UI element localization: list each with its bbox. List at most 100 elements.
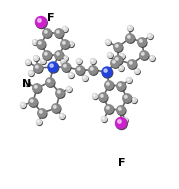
Circle shape <box>62 56 67 60</box>
Circle shape <box>134 68 139 74</box>
Circle shape <box>135 69 140 74</box>
Circle shape <box>43 29 51 37</box>
Circle shape <box>26 60 28 62</box>
Circle shape <box>129 61 132 64</box>
Circle shape <box>56 89 64 97</box>
Circle shape <box>43 51 51 59</box>
Circle shape <box>78 60 79 61</box>
Circle shape <box>42 60 43 61</box>
Circle shape <box>30 71 31 73</box>
Circle shape <box>77 59 82 64</box>
Circle shape <box>117 107 126 115</box>
Circle shape <box>150 56 155 61</box>
Circle shape <box>57 30 59 33</box>
Circle shape <box>132 98 137 102</box>
Circle shape <box>147 33 153 39</box>
Circle shape <box>69 73 74 78</box>
Circle shape <box>55 30 64 38</box>
Circle shape <box>21 102 25 108</box>
Circle shape <box>127 36 130 38</box>
Circle shape <box>55 29 63 37</box>
Circle shape <box>118 120 121 123</box>
Circle shape <box>33 56 38 60</box>
Circle shape <box>38 109 46 117</box>
Circle shape <box>69 43 71 44</box>
Circle shape <box>38 110 47 118</box>
Circle shape <box>114 43 122 51</box>
Circle shape <box>105 81 113 89</box>
Circle shape <box>102 117 107 122</box>
Circle shape <box>25 60 30 64</box>
Circle shape <box>91 60 93 61</box>
Circle shape <box>127 78 129 80</box>
Circle shape <box>115 44 118 47</box>
Circle shape <box>117 106 125 114</box>
Circle shape <box>21 104 23 105</box>
Circle shape <box>151 57 152 58</box>
Circle shape <box>89 67 98 75</box>
Circle shape <box>105 105 113 113</box>
Circle shape <box>114 56 122 64</box>
Circle shape <box>104 69 107 72</box>
Circle shape <box>67 88 69 89</box>
Circle shape <box>132 98 134 100</box>
Circle shape <box>116 118 127 129</box>
Circle shape <box>43 30 52 38</box>
Circle shape <box>59 114 64 119</box>
Circle shape <box>136 70 137 71</box>
Circle shape <box>107 40 108 42</box>
Circle shape <box>149 56 154 60</box>
Circle shape <box>91 59 96 64</box>
Circle shape <box>46 78 54 86</box>
Circle shape <box>29 99 38 107</box>
Circle shape <box>76 59 81 64</box>
Circle shape <box>33 40 38 45</box>
Circle shape <box>148 34 153 40</box>
Circle shape <box>128 61 137 69</box>
Circle shape <box>26 60 31 65</box>
Circle shape <box>76 67 85 75</box>
Circle shape <box>57 53 59 55</box>
Circle shape <box>139 40 142 42</box>
Circle shape <box>54 105 56 108</box>
Circle shape <box>33 40 35 42</box>
Circle shape <box>61 40 69 48</box>
Circle shape <box>61 115 62 116</box>
Circle shape <box>33 40 37 44</box>
Circle shape <box>93 94 95 96</box>
Circle shape <box>35 85 37 88</box>
Circle shape <box>25 81 30 85</box>
Circle shape <box>78 67 80 70</box>
Circle shape <box>69 42 74 47</box>
Circle shape <box>140 51 148 59</box>
Circle shape <box>46 79 55 87</box>
Circle shape <box>120 54 122 56</box>
Circle shape <box>35 16 47 28</box>
Circle shape <box>35 57 36 58</box>
Circle shape <box>64 57 65 58</box>
Circle shape <box>101 116 107 122</box>
Circle shape <box>99 93 107 101</box>
Circle shape <box>107 106 109 109</box>
Circle shape <box>118 66 124 70</box>
Circle shape <box>83 75 88 81</box>
Circle shape <box>91 59 96 64</box>
Circle shape <box>118 84 121 86</box>
Circle shape <box>34 65 43 73</box>
Circle shape <box>117 83 126 91</box>
Circle shape <box>132 98 137 103</box>
Circle shape <box>55 52 64 60</box>
Circle shape <box>100 94 103 97</box>
Circle shape <box>33 85 42 93</box>
Circle shape <box>62 64 71 72</box>
Circle shape <box>48 62 58 72</box>
Circle shape <box>115 57 118 60</box>
Circle shape <box>69 42 74 46</box>
Circle shape <box>105 82 114 90</box>
Circle shape <box>40 59 45 64</box>
Circle shape <box>33 84 41 92</box>
Circle shape <box>63 56 68 61</box>
Circle shape <box>21 103 26 108</box>
Circle shape <box>126 35 135 43</box>
Circle shape <box>62 60 63 61</box>
